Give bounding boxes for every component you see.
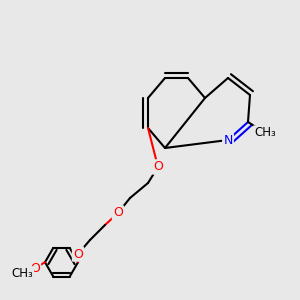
Text: N: N — [223, 134, 233, 146]
Text: CH₃: CH₃ — [11, 267, 33, 280]
Text: CH₃: CH₃ — [254, 127, 276, 140]
Text: O: O — [113, 206, 123, 220]
Text: O: O — [73, 248, 83, 260]
Text: O: O — [153, 160, 163, 173]
Text: O: O — [30, 262, 40, 275]
